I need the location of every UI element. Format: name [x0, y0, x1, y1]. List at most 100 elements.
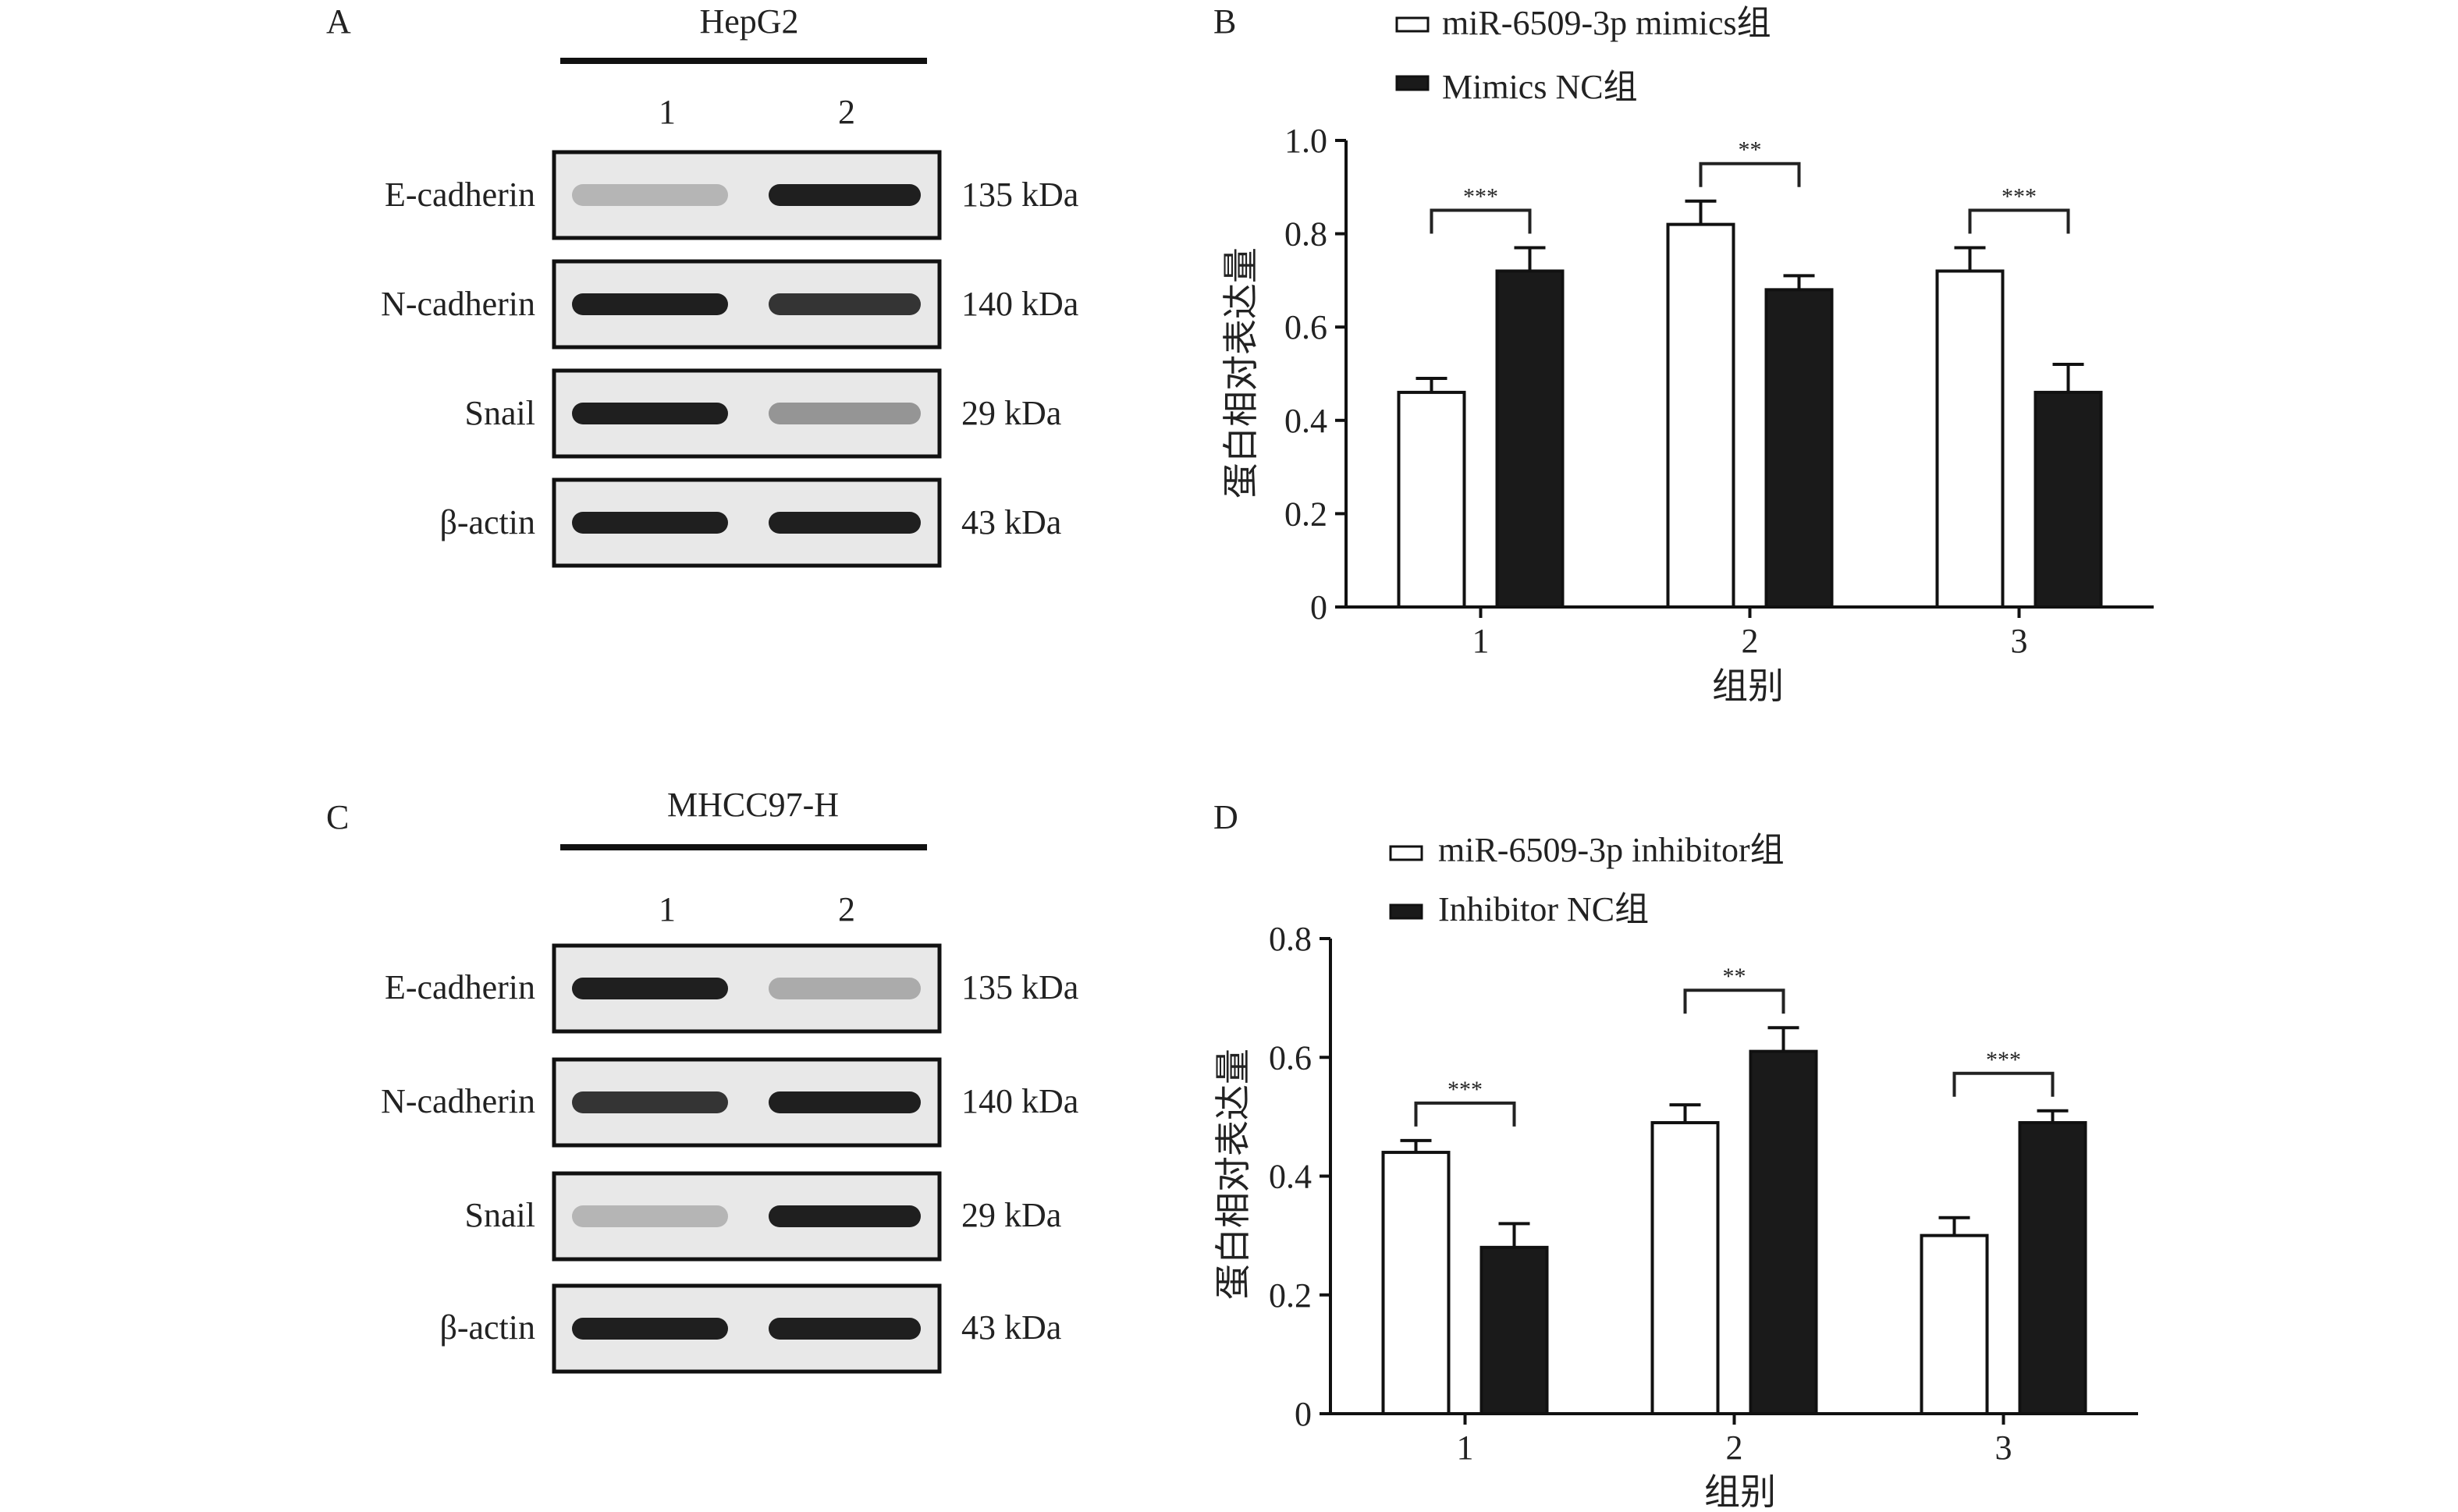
- blot-band: [769, 978, 921, 999]
- blot-row-kda: 140 kDa: [961, 1082, 1078, 1120]
- blot-row-kda: 43 kDa: [961, 503, 1061, 541]
- blot-band: [769, 1318, 921, 1340]
- y-tick-label: 0.8: [1269, 920, 1312, 958]
- x-tick-label: 3: [2011, 622, 2028, 660]
- bar: [1666, 222, 1735, 609]
- y-axis-label: 蛋白相对表达量: [1221, 247, 1261, 499]
- significance-bracket: [1430, 208, 1532, 234]
- bar: [1749, 1049, 1818, 1415]
- significance-bracket: [1683, 988, 1785, 1014]
- significance-label: ***: [1463, 184, 1498, 210]
- significance-bracket: [1414, 1101, 1516, 1127]
- panel-a-lane-1: 1: [659, 93, 676, 131]
- blot-band: [572, 1318, 728, 1340]
- blot-row: β-actin 43 kDa: [439, 1283, 1061, 1374]
- panel-a-lane-2: 2: [838, 93, 855, 131]
- x-axis-label: 组别: [1712, 666, 1784, 706]
- panel-d-legend: miR-6509-3p inhibitor组 Inhibitor NC组: [1389, 831, 1785, 928]
- legend-label: miR-6509-3p inhibitor组: [1438, 831, 1785, 869]
- x-tick-label: 1: [1472, 622, 1490, 660]
- bar: [1495, 269, 1565, 609]
- blot-band: [572, 1205, 728, 1227]
- blot-row-label: β-actin: [439, 1308, 535, 1347]
- panel-d: D miR-6509-3p inhibitor组 Inhibitor NC组 蛋…: [1213, 798, 2138, 1512]
- bar: [1935, 269, 2005, 609]
- y-tick-label: 1.0: [1284, 122, 1327, 160]
- bar: [1381, 1151, 1451, 1416]
- significance-label: ***: [1447, 1077, 1483, 1102]
- y-tick-label: 0.6: [1284, 308, 1327, 346]
- y-tick-label: 0.4: [1284, 402, 1327, 440]
- blot-row-kda: 135 kDa: [961, 968, 1078, 1006]
- blot-band: [572, 184, 728, 206]
- blot-row: E-cadherin 135 kDa: [385, 150, 1078, 240]
- legend-label: Mimics NC组: [1442, 68, 1638, 106]
- panel-c-letter: C: [326, 798, 349, 836]
- blot-row: Snail 29 kDa: [465, 368, 1061, 459]
- blot-row-label: Snail: [465, 394, 535, 432]
- bar: [1764, 288, 1834, 609]
- panel-d-letter: D: [1213, 798, 1238, 836]
- y-axis-label: 蛋白相对表达量: [1213, 1049, 1253, 1300]
- legend-label: Inhibitor NC组: [1438, 890, 1649, 928]
- blot-row: N-cadherin 140 kDa: [381, 1057, 1078, 1148]
- panel-b: B miR-6509-3p mimics组 Mimics NC组 蛋白相对表达量…: [1213, 2, 2154, 706]
- x-tick-label: 2: [1726, 1429, 1743, 1467]
- x-tick-label: 1: [1457, 1429, 1474, 1467]
- y-tick-label: 0.4: [1269, 1158, 1312, 1196]
- significance-label: **: [1739, 137, 1762, 163]
- blot-row-label: N-cadherin: [381, 1082, 535, 1120]
- blot-band: [769, 293, 921, 315]
- panel-c: C MHCC97-H 1 2 E-cadherin 135 kDa N-cadh…: [326, 786, 1078, 1374]
- legend-swatch: [1395, 16, 1430, 33]
- bar: [2018, 1120, 2087, 1416]
- blot-band: [769, 403, 921, 424]
- bar: [1479, 1245, 1549, 1415]
- blot-band: [572, 978, 728, 999]
- x-tick-label: 2: [1742, 622, 1759, 660]
- blot-band: [769, 184, 921, 206]
- y-tick-label: 0.8: [1284, 215, 1327, 254]
- legend-swatch: [1389, 903, 1423, 920]
- y-tick-label: 0.2: [1269, 1276, 1312, 1315]
- legend-swatch: [1395, 75, 1430, 91]
- y-tick-label: 0: [1295, 1395, 1312, 1433]
- chart-d-plot: 0 0.2 0.4 0.6 0.8 1 *** 2 ** 3 ***: [1269, 920, 2138, 1467]
- blot-band: [769, 1205, 921, 1227]
- panel-b-legend: miR-6509-3p mimics组 Mimics NC组: [1395, 4, 1771, 106]
- blot-band: [572, 512, 728, 534]
- bar: [1650, 1120, 1720, 1416]
- panel-a-cell-line: HepG2: [699, 2, 798, 41]
- legend-swatch: [1389, 845, 1423, 861]
- significance-bracket: [1968, 208, 2070, 234]
- panel-b-letter: B: [1213, 2, 1236, 41]
- blot-row-kda: 29 kDa: [961, 1196, 1061, 1234]
- chart-b-plot: 0 0.2 0.4 0.6 0.8 1.0 1 *** 2 ** 3 ***: [1284, 122, 2154, 660]
- blot-row-label: Snail: [465, 1196, 535, 1234]
- panel-c-cell-line: MHCC97-H: [667, 786, 839, 824]
- panel-c-lane-1: 1: [659, 890, 676, 928]
- blot-band: [572, 403, 728, 424]
- blot-row-label: E-cadherin: [385, 968, 535, 1006]
- blot-row-kda: 140 kDa: [961, 285, 1078, 323]
- blot-row-label: E-cadherin: [385, 176, 535, 214]
- blot-row-label: N-cadherin: [381, 285, 535, 323]
- blot-row: N-cadherin 140 kDa: [381, 259, 1078, 350]
- blot-row: E-cadherin 135 kDa: [385, 943, 1078, 1034]
- panel-c-lane-2: 2: [838, 890, 855, 928]
- bar: [2034, 390, 2103, 609]
- x-tick-label: 3: [1995, 1429, 2012, 1467]
- blot-band: [572, 293, 728, 315]
- panel-a: A HepG2 1 2 E-cadherin 135 kDa N-cadheri…: [326, 2, 1078, 568]
- blot-row-kda: 135 kDa: [961, 176, 1078, 214]
- significance-bracket: [1952, 1071, 2055, 1097]
- significance-label: **: [1723, 964, 1746, 989]
- blot-band: [572, 1091, 728, 1113]
- y-tick-label: 0: [1310, 588, 1327, 626]
- bar: [1920, 1233, 1989, 1415]
- legend-label: miR-6509-3p mimics组: [1442, 4, 1771, 42]
- y-tick-label: 0.6: [1269, 1038, 1312, 1077]
- significance-bracket: [1699, 161, 1801, 187]
- blot-row-label: β-actin: [439, 503, 535, 541]
- blot-row: β-actin 43 kDa: [439, 477, 1061, 568]
